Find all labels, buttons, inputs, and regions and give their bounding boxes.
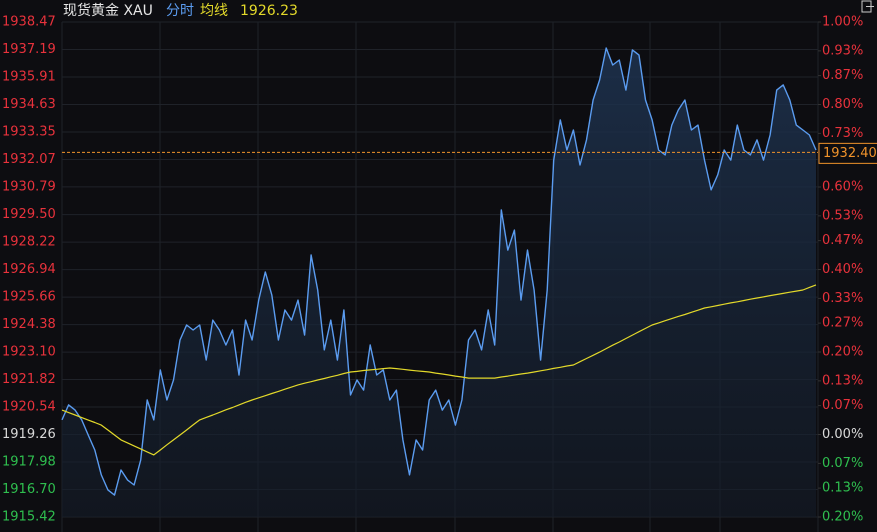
y2-tick-label: 0.60% [822, 180, 863, 195]
y-tick-label: 1932.07 [2, 152, 56, 167]
y-tick-label: 1925.66 [2, 290, 56, 305]
y2-tick-label: 1.00% [822, 15, 863, 30]
y2-tick-label: 0.40% [822, 262, 863, 277]
y2-tick-label: 0.20% [822, 345, 863, 360]
y-tick-label: 1933.35 [2, 124, 56, 139]
y2-tick-label: 0.07% [822, 456, 863, 471]
y2-tick-label: 0.73% [822, 126, 863, 141]
price-marker-label: 1932.40 [823, 146, 877, 161]
y2-tick-label: 0.27% [822, 316, 863, 331]
header-value: 1926.23 [240, 3, 298, 19]
y-tick-label: 1937.19 [2, 42, 56, 57]
y-tick-label: 1926.94 [2, 262, 56, 277]
y-tick-label: 1920.54 [2, 400, 56, 415]
series-line [61, 284, 817, 456]
y2-tick-label: 0.13% [822, 481, 863, 496]
corner-icon[interactable] [861, 0, 874, 13]
y2-tick-label: 0.93% [822, 43, 863, 58]
y2-tick-label: 0.87% [822, 68, 863, 83]
y2-tick-label: 0.33% [822, 291, 863, 306]
y2-tick-label: 0.13% [822, 373, 863, 388]
y2-tick-label: 0.07% [822, 398, 863, 413]
y2-tick-label: 0.53% [822, 208, 863, 223]
y-tick-label: 1924.38 [2, 317, 56, 332]
y-tick-label: 1934.63 [2, 97, 56, 112]
price-marker-box [818, 142, 877, 164]
y-tick-label: 1938.47 [2, 15, 56, 30]
y-tick-label: 1928.22 [2, 235, 56, 250]
y-tick-label: 1921.82 [2, 372, 56, 387]
y-tick-label: 1930.79 [2, 179, 56, 194]
area [62, 48, 816, 517]
y2-tick-label: 0.47% [822, 233, 863, 248]
y-tick-label: 1919.26 [2, 427, 56, 442]
y-tick-label: 1935.91 [2, 69, 56, 84]
y-tick-label: 1929.50 [2, 207, 56, 222]
y-tick-label: 1917.98 [2, 455, 56, 470]
y2-tick-label: 0.00% [822, 427, 863, 442]
chart-title: 现货黄金 XAU [63, 2, 153, 19]
y-tick-label: 1915.42 [2, 510, 56, 525]
legend-entry: 均线 [200, 3, 228, 19]
y2-tick-label: 0.80% [822, 97, 863, 112]
y2-tick-label: 0.20% [822, 510, 863, 525]
y-tick-label: 1916.70 [2, 482, 56, 497]
plot-layer [61, 21, 818, 518]
y-tick-label: 1923.10 [2, 345, 56, 360]
series-line [61, 47, 817, 496]
legend-entry: 分时 [166, 3, 194, 19]
